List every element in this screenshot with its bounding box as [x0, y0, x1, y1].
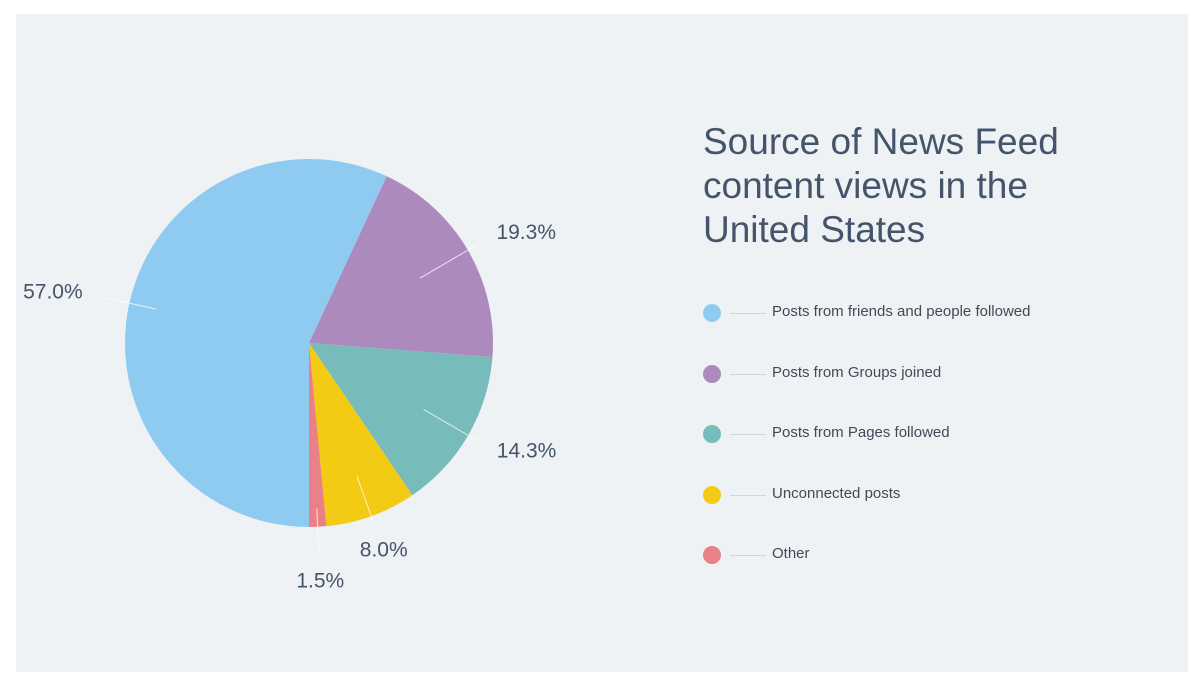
legend-label-unconnected: Unconnected posts [772, 484, 901, 502]
pie-slice-friends [125, 159, 387, 527]
pie-value-label-pages: 14.3% [497, 440, 557, 463]
pie-value-label-other: 1.5% [296, 569, 344, 592]
pie-slice-unconnected [309, 343, 413, 527]
legend-swatch-groups [703, 364, 721, 383]
pie-label-leader-unconnected [356, 476, 374, 522]
legend-leader-line [730, 373, 766, 375]
pie-slice-groups [309, 176, 493, 358]
legend-leader-line [730, 434, 766, 435]
legend-swatch-pages [703, 425, 721, 443]
legend-label-other: Other [772, 545, 810, 562]
pie-label-leader-groups [419, 244, 478, 279]
legend-leader-line [730, 313, 766, 314]
legend-leader-line [730, 555, 766, 556]
pie-label-leader-other [316, 508, 320, 555]
chart-title: Source of News Feed content views in the… [703, 121, 1059, 250]
legend-leader-line [730, 494, 766, 496]
legend-label-friends: Posts from friends and people followed [772, 303, 1031, 320]
pie-slice-pages [309, 343, 493, 496]
pie-label-leader-pages [423, 409, 478, 442]
legend-swatch-other [703, 546, 721, 564]
pie-value-label-groups: 19.3% [496, 221, 556, 244]
legend-label-groups: Posts from Groups joined [772, 363, 942, 381]
pie-value-label-friends: 57.0% [23, 280, 83, 303]
pie-label-leader-friends [107, 297, 157, 310]
legend-swatch-friends [703, 304, 721, 322]
pie-value-label-unconnected: 8.0% [360, 538, 408, 561]
legend-swatch-unconnected [703, 485, 721, 504]
pie-slice-other [309, 343, 327, 527]
legend-label-pages: Posts from Pages followed [772, 424, 950, 441]
